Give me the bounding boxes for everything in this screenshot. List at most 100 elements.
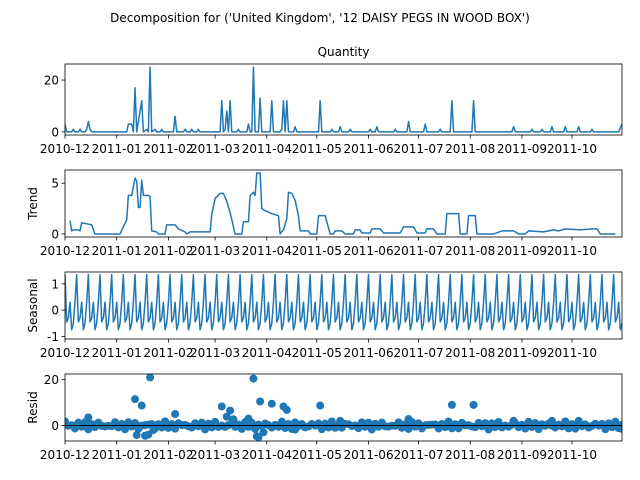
trend-ylabel: Trend (26, 187, 40, 221)
resid-xtick-label: 2011-03 (190, 448, 240, 462)
resid-point (574, 416, 583, 425)
resid-point (561, 417, 570, 426)
trend-xtick-label: 2011-10 (547, 244, 597, 258)
seasonal-axes-frame (64, 271, 623, 340)
quantity-xtick-label: 2011-04 (242, 142, 292, 156)
resid-point (217, 402, 226, 411)
quantity-xtick-label: 2011-09 (497, 142, 547, 156)
resid-xtick-label: 2011-04 (242, 448, 292, 462)
quantity-subtitle: Quantity (318, 45, 370, 59)
resid-point (132, 431, 141, 440)
resid-point (291, 425, 300, 434)
resid-point (571, 424, 580, 433)
figure-title: Decomposition for ('United Kingdom', '12… (110, 11, 530, 25)
seasonal-ytick-label: -1 (47, 330, 59, 344)
resid-point (229, 415, 238, 424)
resid-point (256, 397, 265, 406)
resid-point (277, 417, 286, 426)
resid-point (124, 420, 133, 429)
resid-point (364, 418, 373, 427)
trend-ytick-label: 0 (51, 227, 59, 241)
resid-axes-frame (64, 373, 623, 442)
resid-ytick-label: 20 (44, 373, 59, 387)
resid-point (509, 416, 518, 425)
resid-point (149, 426, 158, 435)
quantity-ytick-label: 20 (44, 74, 59, 88)
resid-point (146, 374, 155, 382)
seasonal-xtick-label: 2011-07 (393, 346, 443, 360)
resid-point (447, 400, 456, 409)
quantity-ytick-label: 0 (51, 125, 59, 139)
resid-point (444, 417, 453, 426)
resid-point (244, 414, 253, 423)
resid-point (469, 400, 478, 409)
trend-xtick-label: 2011-01 (92, 244, 142, 258)
resid-xtick-label: 2011-02 (143, 448, 193, 462)
resid-xtick-label: 2011-08 (445, 448, 495, 462)
resid-xtick-label: 2011-01 (92, 448, 142, 462)
resid-ytick-label: 0 (51, 419, 59, 433)
quantity-xtick-label: 2011-08 (445, 142, 495, 156)
resid-point (611, 417, 620, 426)
trend-xtick-label: 2011-07 (393, 244, 443, 258)
resid-point (404, 424, 413, 433)
seasonal-xtick-label: 2011-02 (143, 346, 193, 360)
resid-point (161, 417, 170, 426)
seasonal-xtick-label: 2011-01 (92, 346, 142, 360)
resid-point (601, 425, 610, 434)
quantity-xtick-label: 2011-06 (343, 142, 393, 156)
resid-point (484, 425, 493, 434)
resid-point (404, 415, 413, 424)
trend-axes-frame (64, 169, 623, 238)
resid-point (267, 399, 276, 408)
resid-point (547, 416, 556, 425)
quantity-xtick-label: 2010-12 (40, 142, 90, 156)
quantity-xtick-label: 2011-03 (190, 142, 240, 156)
quantity-xtick-label: 2011-02 (143, 142, 193, 156)
seasonal-xtick-label: 2010-12 (40, 346, 90, 360)
seasonal-xtick-label: 2011-04 (242, 346, 292, 360)
trend-xtick-label: 2010-12 (40, 244, 90, 258)
resid-point (282, 405, 291, 414)
resid-point (327, 417, 336, 426)
resid-point (65, 417, 69, 426)
resid-point (254, 433, 263, 441)
resid-point (134, 424, 143, 433)
seasonal-xtick-label: 2011-03 (190, 346, 240, 360)
seasonal-xtick-label: 2011-10 (547, 346, 597, 360)
resid-point (618, 424, 622, 433)
seasonal-ytick-label: 1 (51, 277, 59, 291)
resid-point (521, 424, 530, 433)
trend-ytick-label: 5 (51, 177, 59, 191)
quantity-xtick-label: 2011-05 (292, 142, 342, 156)
resid-point (259, 428, 268, 437)
resid-xtick-label: 2011-10 (547, 448, 597, 462)
trend-xtick-label: 2011-03 (190, 244, 240, 258)
trend-series-line (69, 172, 616, 235)
trend-xtick-label: 2011-04 (242, 244, 292, 258)
seasonal-xtick-label: 2011-08 (445, 346, 495, 360)
resid-xtick-label: 2011-09 (497, 448, 547, 462)
resid-point (226, 406, 235, 415)
seasonal-xtick-label: 2011-05 (292, 346, 342, 360)
trend-xtick-label: 2011-06 (343, 244, 393, 258)
resid-xtick-label: 2011-05 (292, 448, 342, 462)
resid-point (336, 416, 345, 425)
quantity-xtick-label: 2011-01 (92, 142, 142, 156)
resid-point (131, 395, 140, 404)
resid-point (171, 410, 180, 419)
resid-point (222, 412, 231, 421)
trend-xtick-label: 2011-05 (292, 244, 342, 258)
resid-point (354, 424, 363, 433)
trend-xtick-label: 2011-02 (143, 244, 193, 258)
resid-points (65, 374, 622, 441)
seasonal-ylabel: Seasonal (26, 278, 40, 332)
quantity-series-line (65, 66, 622, 133)
seasonal-series-line (65, 273, 622, 331)
resid-point (249, 374, 258, 383)
